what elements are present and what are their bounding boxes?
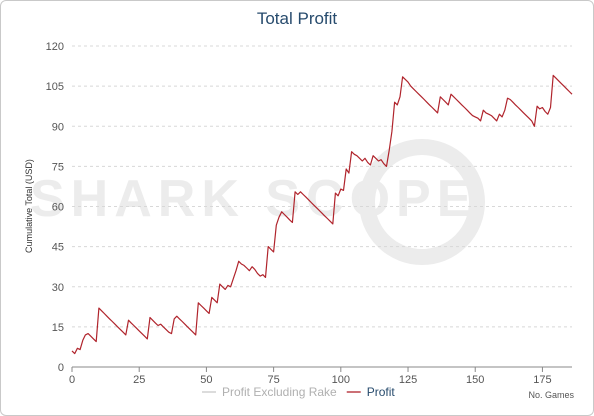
y-tick-label: 15 <box>52 322 64 334</box>
watermark-scope-ring <box>359 139 485 265</box>
x-axis: 0 25 50 75 100 125 150 175 <box>69 366 572 386</box>
watermark-text: SHARK SCOPE <box>30 170 477 228</box>
watermark: SHARK SCOPE <box>30 139 485 265</box>
x-tick-label: 0 <box>69 374 75 386</box>
legend: Profit Excluding Rake Profit <box>202 385 395 399</box>
y-tick-label: 90 <box>52 121 64 133</box>
x-tick-label: 100 <box>332 374 350 386</box>
series-layer <box>71 74 573 355</box>
x-tick-label: 175 <box>533 374 551 386</box>
chart-title: Total Profit <box>256 9 338 28</box>
y-tick-label: 60 <box>52 202 64 214</box>
y-axis: 0 15 30 45 60 75 90 105 120 <box>46 41 64 374</box>
y-tick-label: 45 <box>52 242 64 254</box>
y-tick-label: 30 <box>52 282 64 294</box>
series-line-profit[interactable] <box>71 74 573 355</box>
y-tick-label: 105 <box>46 81 64 93</box>
x-tick-label: 75 <box>267 374 279 386</box>
grid-lines <box>72 45 572 328</box>
x-tick-label: 125 <box>399 374 417 386</box>
y-axis-label: Cumulative Total (USD) <box>24 159 34 253</box>
x-axis-label: No. Games <box>528 390 574 400</box>
x-tick-label: 50 <box>200 374 212 386</box>
x-tick-label: 25 <box>133 374 145 386</box>
x-tick-label: 150 <box>466 374 484 386</box>
y-tick-label: 120 <box>46 41 64 53</box>
y-tick-label: 75 <box>52 161 64 173</box>
legend-item-profit[interactable]: Profit <box>367 385 396 399</box>
y-tick-label: 0 <box>58 362 64 374</box>
legend-item-profit-excluding-rake[interactable]: Profit Excluding Rake <box>222 385 337 399</box>
